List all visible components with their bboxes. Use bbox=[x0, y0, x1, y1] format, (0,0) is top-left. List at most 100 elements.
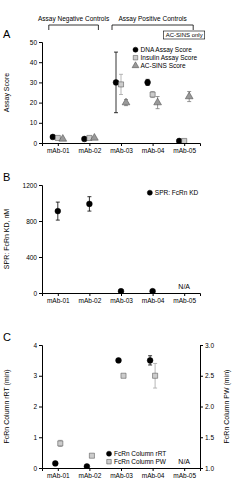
tick-label: mAb-04 bbox=[142, 147, 165, 154]
point bbox=[113, 80, 119, 86]
point bbox=[118, 82, 123, 87]
tick-label: 3 bbox=[33, 372, 37, 379]
tick: mAb-03 bbox=[110, 468, 133, 479]
tick-mark bbox=[200, 376, 203, 377]
x-axis: mAb-01mAb-02mAb-03mAb-04mAb-05 bbox=[43, 468, 201, 479]
legend-label: SPR: FcRn KD bbox=[155, 189, 199, 196]
tick-label: 1 bbox=[33, 434, 37, 441]
annotation: N/A bbox=[178, 458, 190, 465]
legend-marker bbox=[107, 459, 111, 463]
legend-entry: FcRn Column PW bbox=[107, 458, 167, 465]
tick-mark bbox=[39, 82, 42, 83]
y-axis-line bbox=[39, 186, 43, 294]
tick: 1200 bbox=[23, 182, 42, 189]
point bbox=[116, 357, 122, 363]
error-bar bbox=[58, 440, 62, 446]
plot-marks bbox=[50, 52, 193, 143]
legend-label: FcRn Column rRT bbox=[114, 450, 166, 457]
point bbox=[82, 136, 88, 142]
x-axis: mAb-01mAb-02mAb-03mAb-04mAb-05 bbox=[43, 143, 201, 154]
tick: 3 bbox=[33, 372, 42, 379]
tick-mark bbox=[89, 468, 90, 471]
tick-mark bbox=[121, 143, 122, 146]
error-bar bbox=[153, 363, 157, 388]
legend-entry: SPR: FcRn KD bbox=[147, 189, 198, 196]
panel-title: C bbox=[3, 331, 11, 343]
legend: SPR: FcRn KD bbox=[147, 189, 198, 196]
point bbox=[182, 138, 187, 143]
tick-label: mAb-04 bbox=[142, 297, 165, 304]
error-bar bbox=[114, 52, 118, 113]
tick-mark bbox=[39, 437, 42, 438]
tick-label: 3.0 bbox=[205, 342, 214, 349]
panel: B04008001200SPR: FcRn KD, nMmAb-01mAb-02… bbox=[3, 171, 201, 304]
legend-entry: Insulin Assay Score bbox=[133, 54, 197, 62]
tick-label: 30 bbox=[30, 79, 38, 86]
tick-label: 0 bbox=[33, 465, 37, 472]
error-bar bbox=[151, 91, 155, 97]
figure: A01020304050Assay ScoremAb-01mAb-02mAb-0… bbox=[0, 0, 234, 500]
tick: 1.0 bbox=[200, 465, 214, 472]
tick-mark bbox=[39, 221, 42, 222]
point bbox=[52, 461, 58, 467]
tick-mark bbox=[39, 123, 42, 124]
tick: mAb-02 bbox=[79, 293, 102, 304]
legend: DNA Assay ScoreInsulin Assay ScoreAC-SIN… bbox=[132, 46, 198, 69]
annotation: Assay Positive Controls bbox=[118, 15, 187, 23]
y-axis: 04008001200 bbox=[23, 182, 43, 297]
tick: 2.0 bbox=[200, 403, 214, 410]
tick: mAb-04 bbox=[142, 143, 165, 154]
tick-mark bbox=[39, 185, 42, 186]
y-axis-line bbox=[39, 346, 43, 469]
annotation: AC-SINS only bbox=[166, 32, 203, 38]
tick-label: 1.0 bbox=[205, 465, 214, 472]
tick-mark bbox=[200, 345, 203, 346]
tick-label: 2.5 bbox=[205, 372, 214, 379]
tick: mAb-03 bbox=[110, 293, 133, 304]
panel-title: B bbox=[3, 171, 10, 183]
tick-label: mAb-03 bbox=[110, 297, 133, 304]
tick: 0 bbox=[33, 290, 42, 297]
tick: 3.0 bbox=[200, 342, 214, 349]
tick-label: mAb-02 bbox=[79, 297, 102, 304]
annotation: Assay Negative Controls bbox=[38, 15, 110, 23]
tick: 50 bbox=[30, 39, 42, 46]
tick: mAb-02 bbox=[79, 143, 102, 154]
series bbox=[55, 197, 156, 293]
tick-mark bbox=[58, 468, 59, 471]
point bbox=[50, 134, 56, 140]
tick-label: mAb-05 bbox=[173, 297, 196, 304]
tick: mAb-01 bbox=[47, 143, 70, 154]
tick-mark bbox=[89, 143, 90, 146]
tick-mark bbox=[153, 143, 154, 146]
tick: 10 bbox=[30, 119, 42, 126]
legend-marker bbox=[133, 55, 137, 59]
point bbox=[89, 453, 94, 458]
tick-mark bbox=[39, 468, 42, 469]
y-axis: 01234 bbox=[33, 342, 42, 472]
tick-label: 400 bbox=[26, 254, 37, 261]
tick-mark bbox=[121, 293, 122, 296]
tick-label: mAb-01 bbox=[47, 472, 70, 479]
legend: FcRn Column rRTFcRn Column PW bbox=[106, 450, 166, 465]
tick-mark bbox=[184, 143, 185, 146]
tick-mark bbox=[121, 468, 122, 471]
tick: mAb-01 bbox=[47, 468, 70, 479]
panel: C01234FcRn Column rRT (min)1.01.52.02.53… bbox=[3, 331, 231, 479]
panel: A01020304050Assay ScoremAb-01mAb-02mAb-0… bbox=[3, 15, 205, 154]
legend-entry: DNA Assay Score bbox=[133, 46, 192, 54]
legend-label: DNA Assay Score bbox=[140, 46, 192, 54]
legend-label: FcRn Column PW bbox=[114, 458, 167, 465]
tick: mAb-04 bbox=[142, 468, 165, 479]
tick-mark bbox=[39, 103, 42, 104]
error-bar bbox=[56, 202, 60, 220]
tick-label: 1200 bbox=[23, 182, 38, 189]
tick-label: 4 bbox=[33, 342, 37, 349]
tick: mAb-05 bbox=[173, 468, 196, 479]
annotation-box bbox=[164, 31, 205, 39]
series bbox=[58, 363, 158, 458]
series bbox=[59, 91, 193, 141]
y-axis-title: Assay Score bbox=[3, 73, 11, 112]
tick-mark bbox=[184, 293, 185, 296]
point bbox=[147, 357, 153, 363]
